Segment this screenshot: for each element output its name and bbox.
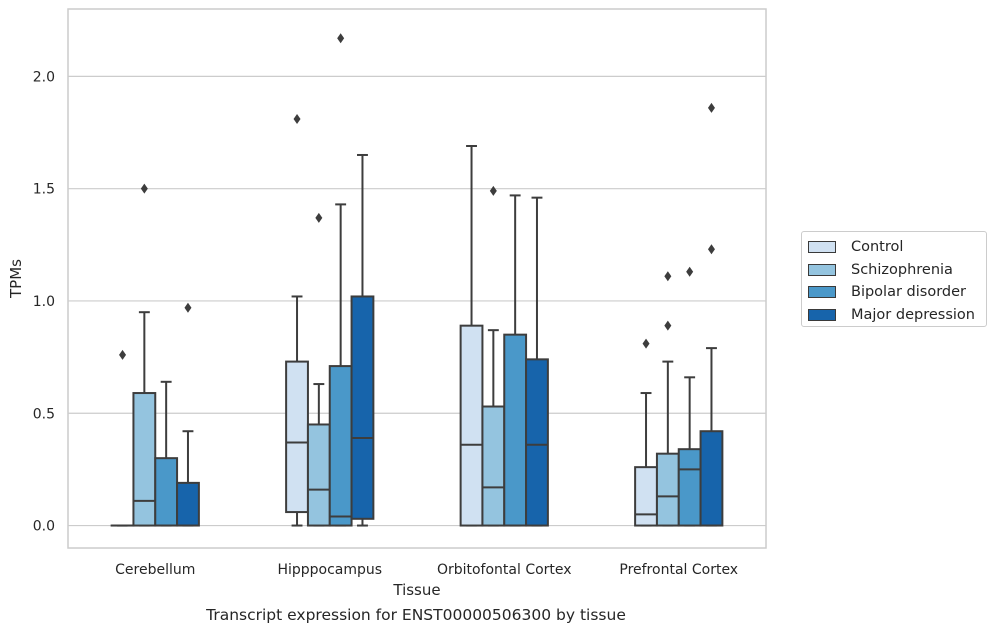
outlier-point [642,338,650,349]
outlier-point [707,102,715,113]
box [525,358,549,527]
outlier-point [315,212,323,223]
y-tick-label: 1.5 [33,182,55,198]
x-tick-label: Orbitofontal Cortex [437,562,572,578]
series-schizophrenia [132,183,680,527]
box [655,452,680,527]
box [154,457,179,527]
y-tick-label: 1.0 [33,294,55,310]
box [285,360,309,514]
legend-label: Schizophrenia [851,261,953,278]
outlier-point [119,349,127,360]
box [481,405,506,527]
legend-swatch [808,308,836,321]
legend-item: Control [808,236,986,259]
y-tick-label: 0.0 [33,519,55,535]
box [699,430,724,527]
legend-label: Major depression [851,306,975,323]
outlier-point [184,302,192,313]
outlier-point [664,320,672,331]
outlier-point [686,266,694,277]
legend-item: Major depression [808,304,986,327]
legend: Control Schizophrenia Bipolar disorder Majo… [801,231,987,327]
outlier-point [707,244,715,255]
series-control [110,114,658,527]
outlier-point [489,185,497,196]
x-axis-label: Tissue [392,581,440,599]
x-tick-label: Cerebellum [115,562,195,578]
y-axis-label: TPMs [7,259,25,299]
outlier-point [293,114,301,125]
box [350,295,375,520]
box [634,466,658,527]
box-series [110,33,724,527]
legend-swatch [808,286,836,299]
outlier-point [664,271,672,282]
legend-item: Schizophrenia [808,259,986,282]
legend-swatch [808,263,836,276]
x-tick-labels: Cerebellum Hipppocampus Orbitofontal Corte… [115,562,738,578]
series-bipolar-disorder [154,33,702,527]
y-tick-labels: 0.0 0.5 1.0 1.5 2.0 [33,69,55,534]
box [132,392,157,527]
box [459,324,484,527]
outlier-point [140,183,148,194]
box [306,423,331,527]
x-tick-label: Prefrontal Cortex [619,562,738,578]
box [176,481,200,527]
series-major-depression [176,102,724,527]
x-tick-label: Hipppocampus [277,562,382,578]
box [677,448,702,527]
legend-label: Control [851,239,904,256]
box [328,365,353,527]
outlier-point [337,33,345,44]
legend-label: Bipolar disorder [851,284,966,301]
y-tick-label: 0.5 [33,406,55,422]
y-tick-label: 2.0 [33,69,55,85]
legend-item: Bipolar disorder [808,281,986,304]
plot-frame [67,8,767,549]
box [503,333,528,527]
chart-title: Transcript expression for ENST0000050630… [206,606,626,624]
legend-swatch [808,241,836,254]
